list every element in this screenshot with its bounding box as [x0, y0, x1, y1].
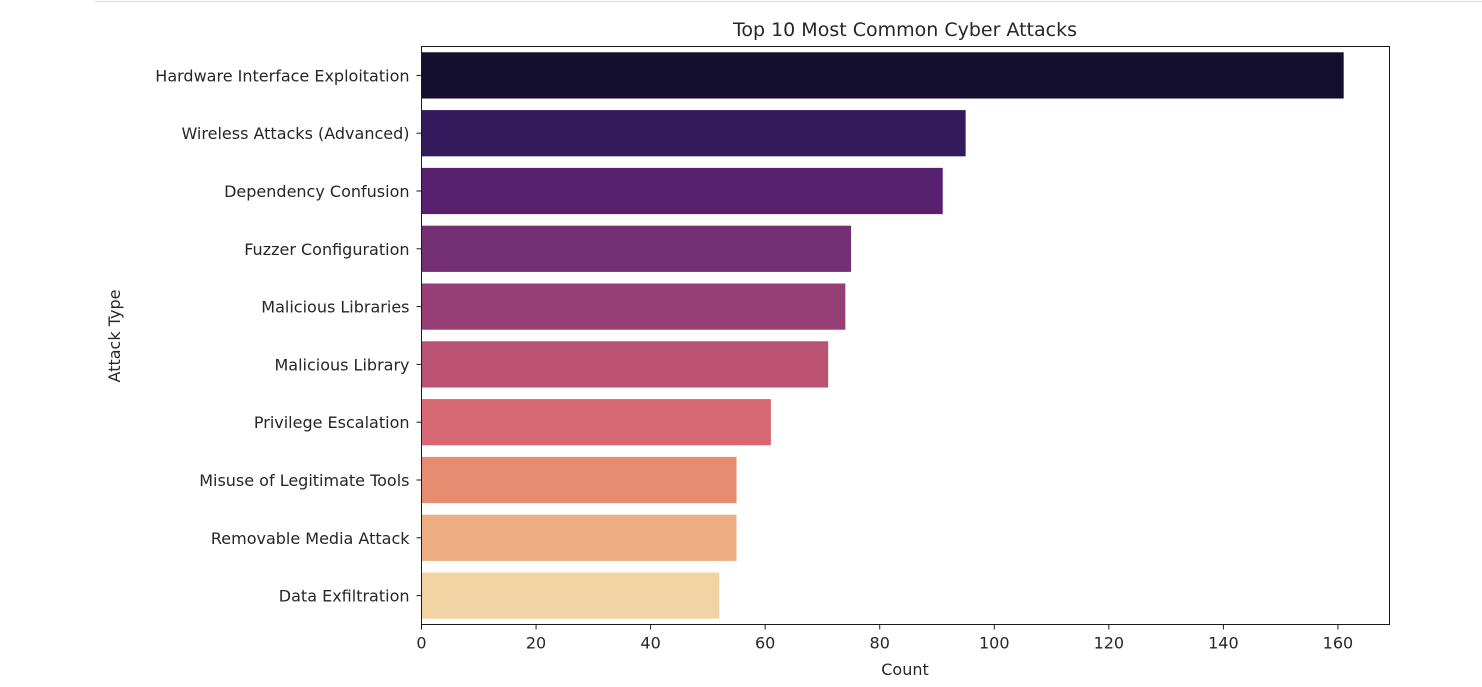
y-tick-label: Fuzzer Configuration [244, 240, 409, 259]
x-tick-label: 0 [416, 634, 426, 653]
x-tick-label: 120 [1094, 634, 1125, 653]
output-cell-top-border [95, 0, 1482, 2]
bar [421, 52, 1344, 99]
y-tick-label: Hardware Interface Exploitation [155, 66, 409, 85]
bar [421, 399, 771, 446]
y-tick-label: Dependency Confusion [224, 182, 409, 201]
y-tick-label: Wireless Attacks (Advanced) [181, 124, 409, 143]
x-tick-label: 140 [1208, 634, 1239, 653]
chart-title: Top 10 Most Common Cyber Attacks [732, 19, 1077, 41]
x-tick-labels: 0 20 40 60 80 100 120 140 160 [416, 624, 1354, 653]
bar [421, 456, 737, 504]
bar [421, 341, 829, 388]
x-tick-label: 20 [526, 634, 546, 653]
y-tick-label: Malicious Libraries [261, 298, 409, 317]
y-axis-label: Attack Type [105, 290, 124, 383]
x-axis-label: Count [881, 660, 929, 679]
y-tick-label: Misuse of Legitimate Tools [199, 471, 409, 490]
y-tick-labels: Hardware Interface Exploitation Wireless … [155, 66, 422, 606]
bars-group [421, 52, 1344, 619]
bar [421, 167, 943, 215]
y-tick-label: Privilege Escalation [254, 413, 410, 432]
bar [421, 225, 852, 272]
x-tick-label: 60 [755, 634, 775, 653]
y-tick-label: Removable Media Attack [211, 529, 410, 548]
y-tick-label: Data Exfiltration [279, 587, 410, 606]
y-tick-label: Malicious Library [274, 355, 409, 374]
bar [421, 110, 966, 157]
x-tick-label: 40 [640, 634, 660, 653]
x-tick-label: 100 [979, 634, 1010, 653]
bar [421, 283, 846, 330]
bar [421, 514, 737, 561]
x-tick-label: 160 [1323, 634, 1354, 653]
plot-frame [421, 46, 1390, 625]
x-tick-label: 80 [870, 634, 890, 653]
bar [421, 572, 720, 619]
